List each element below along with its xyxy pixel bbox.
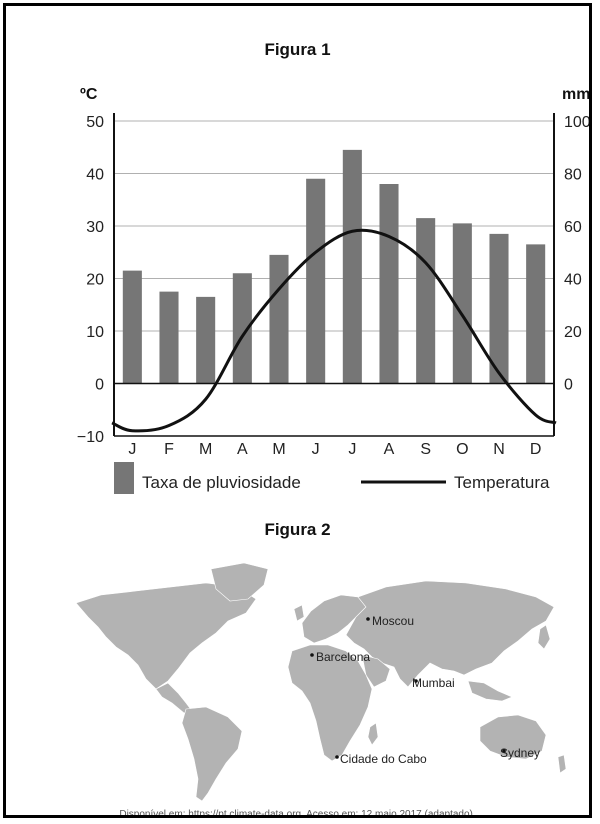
precipitation-bar — [196, 296, 216, 384]
right-unit-label: mm — [562, 86, 590, 103]
precipitation-bar — [342, 149, 362, 384]
month-label: N — [493, 441, 505, 458]
central-america-shape — [155, 682, 193, 714]
city-label: Mumbai — [412, 676, 455, 690]
legend-line-label: Temperatura — [454, 473, 550, 492]
left-unit-label: ºC — [80, 86, 98, 103]
precipitation-bar — [269, 254, 289, 384]
month-label: J — [312, 441, 320, 458]
right-tick-label: 40 — [564, 272, 582, 289]
precipitation-bars — [122, 149, 546, 384]
city-dot — [502, 749, 506, 753]
precipitation-bar — [159, 291, 179, 384]
precipitation-bar — [122, 270, 142, 384]
precipitation-bar — [416, 218, 436, 384]
city-label: Barcelona — [316, 650, 370, 664]
city-markers: Moscou Barcelona Mumbai Cidade do Cabo Sydne… — [310, 614, 540, 766]
legend-bar-label: Taxa de pluviosidade — [142, 473, 301, 492]
world-map: Moscou Barcelona Mumbai Cidade do Cabo Sydne… — [75, 562, 567, 802]
city-label: Sydney — [500, 746, 540, 760]
city-dot — [310, 653, 314, 657]
month-label: D — [530, 441, 542, 458]
figure2-title: Figura 2 — [264, 520, 331, 539]
chart-legend: Taxa de pluviosidade Temperatura — [114, 462, 550, 494]
temperature-line — [111, 228, 557, 433]
uk-shape — [293, 604, 305, 622]
month-label: O — [456, 441, 468, 458]
madagascar-shape — [367, 722, 379, 746]
right-tick-label: 60 — [564, 219, 582, 236]
month-label: J — [128, 441, 136, 458]
city-dot — [414, 679, 418, 683]
source-citation: Disponível em: https://pt.climate-data.o… — [119, 809, 476, 818]
africa-shape — [287, 644, 373, 762]
month-label: A — [384, 441, 395, 458]
left-tick-label: 40 — [86, 167, 104, 184]
right-tick-label: 80 — [564, 167, 582, 184]
left-tick-label: −10 — [77, 429, 104, 446]
city-label: Moscou — [372, 614, 414, 628]
left-tick-label: 30 — [86, 219, 104, 236]
climate-chart: −10 0 10 20 30 40 50 0 20 40 60 80 100 ºC mm J F M A M J J A S O… — [77, 86, 591, 494]
left-tick-label: 50 — [86, 114, 104, 131]
new-zealand-shape — [557, 754, 567, 774]
left-tick-label: 0 — [95, 377, 104, 394]
legend-bar-swatch — [114, 462, 134, 494]
city-label: Cidade do Cabo — [340, 752, 427, 766]
greenland-shape — [210, 562, 269, 602]
chart-axes — [113, 113, 555, 437]
figure1-title: Figura 1 — [264, 40, 331, 59]
chart-grid — [114, 120, 554, 332]
precipitation-bar — [306, 178, 326, 384]
month-label: A — [237, 441, 248, 458]
month-label: J — [348, 441, 356, 458]
city-dot — [366, 617, 370, 621]
city-dot — [335, 755, 339, 759]
right-tick-label: 20 — [564, 324, 582, 341]
right-tick-label: 100 — [564, 114, 591, 131]
south-america-shape — [181, 706, 243, 802]
tick-labels: −10 0 10 20 30 40 50 0 20 40 60 80 100 ºC mm J F M A M J J A S O… — [77, 86, 591, 458]
left-tick-label: 10 — [86, 324, 104, 341]
north-america-shape — [75, 582, 257, 690]
precipitation-bar — [379, 184, 399, 384]
southeast-asia-shape — [467, 680, 513, 702]
figure-frame: Figura 1 −10 0 10 20 30 40 50 0 20 40 60 80 100 ºC mm J… — [3, 3, 592, 818]
month-label: M — [199, 441, 212, 458]
month-label: F — [164, 441, 174, 458]
precipitation-bar — [489, 233, 509, 384]
left-tick-label: 20 — [86, 272, 104, 289]
asia-shape — [345, 580, 555, 688]
month-label: S — [420, 441, 431, 458]
precipitation-bar — [232, 273, 252, 384]
month-label: M — [272, 441, 285, 458]
right-tick-label: 0 — [564, 377, 573, 394]
japan-shape — [537, 624, 551, 650]
temperature-line-group — [111, 228, 557, 433]
precipitation-bar — [452, 223, 472, 384]
australia-shape — [479, 714, 547, 760]
precipitation-bar — [526, 244, 546, 384]
